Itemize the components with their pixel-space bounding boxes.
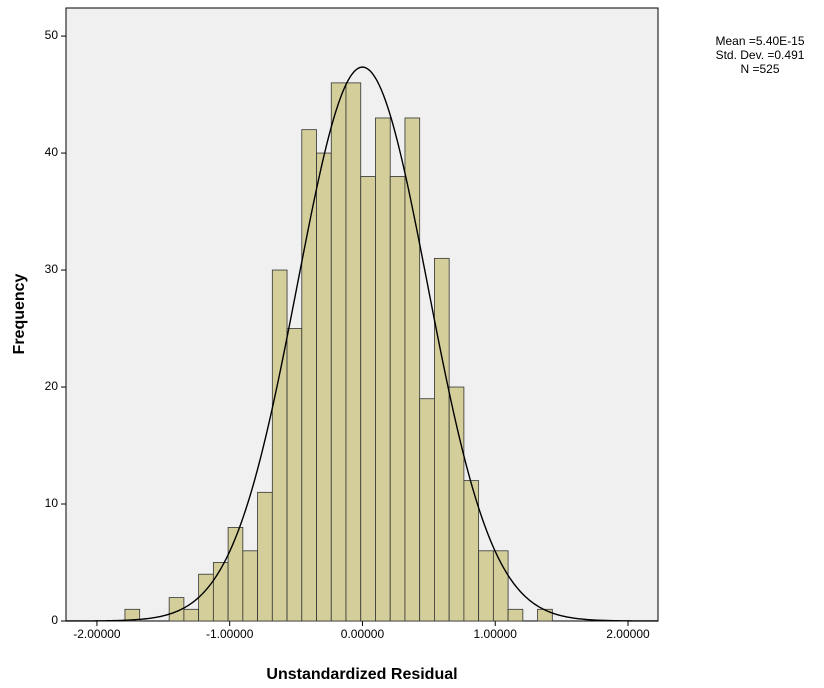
- bar: [317, 153, 332, 621]
- y-tick-label: 20: [45, 379, 59, 393]
- x-axis-title: Unstandardized Residual: [266, 666, 457, 683]
- bar: [213, 563, 228, 621]
- bar: [538, 609, 553, 621]
- bar: [331, 83, 346, 621]
- y-tick-label: 50: [45, 28, 59, 42]
- bar: [420, 399, 435, 621]
- bar: [434, 258, 449, 621]
- bar: [361, 176, 376, 621]
- y-tick-label: 30: [45, 262, 59, 276]
- bar: [243, 551, 258, 621]
- bar: [449, 387, 464, 621]
- bar: [508, 609, 523, 621]
- bar: [184, 609, 199, 621]
- bar: [390, 176, 405, 621]
- bar: [287, 329, 302, 621]
- bar: [228, 527, 243, 621]
- y-tick-label: 10: [45, 496, 59, 510]
- bar: [346, 83, 361, 621]
- stats-label: N =525: [740, 62, 779, 76]
- y-tick-label: 0: [51, 613, 58, 627]
- bar: [199, 574, 214, 621]
- x-tick-label: -1.00000: [206, 627, 254, 641]
- chart: Unstandardized Residual Frequency 0 10 20 3…: [0, 0, 824, 688]
- y-axis-title: Frequency: [11, 273, 28, 354]
- bar: [375, 118, 390, 621]
- y-tick-label: 40: [45, 145, 59, 159]
- bar: [405, 118, 420, 621]
- x-tick-label: 1.00000: [474, 627, 518, 641]
- bar: [272, 270, 287, 621]
- x-tick-label: -2.00000: [73, 627, 121, 641]
- bar: [479, 551, 494, 621]
- stats-label: Mean =5.40E-15: [715, 34, 804, 48]
- bar: [302, 130, 317, 621]
- x-tick-label: 2.00000: [606, 627, 650, 641]
- bar: [258, 492, 273, 621]
- x-tick-label: 0.00000: [341, 627, 385, 641]
- stats-label: Std. Dev. =0.491: [716, 48, 805, 62]
